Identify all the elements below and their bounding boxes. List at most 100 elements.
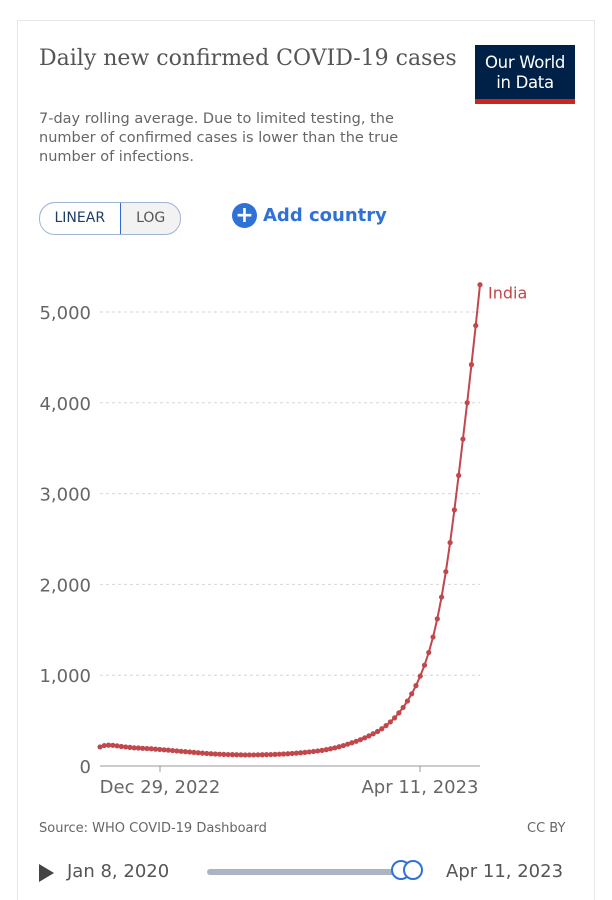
owid-logo[interactable]: Our World in Data bbox=[475, 45, 575, 104]
data-point bbox=[379, 726, 385, 732]
data-point bbox=[370, 731, 376, 737]
data-point bbox=[174, 748, 180, 754]
chart-title: Daily new confirmed COVID-19 cases bbox=[39, 46, 457, 71]
data-point bbox=[272, 751, 278, 757]
data-point bbox=[144, 745, 150, 752]
data-point bbox=[310, 748, 317, 755]
data-point bbox=[221, 751, 227, 757]
plus-icon: + bbox=[232, 203, 257, 228]
data-point bbox=[276, 751, 282, 757]
play-icon[interactable] bbox=[39, 864, 54, 882]
data-point bbox=[280, 751, 287, 757]
timeline-end-date: Apr 11, 2023 bbox=[446, 861, 564, 882]
data-point bbox=[383, 722, 389, 729]
data-point bbox=[353, 738, 359, 744]
data-point bbox=[473, 322, 479, 329]
data-point bbox=[464, 400, 470, 406]
data-point bbox=[182, 749, 188, 755]
data-point bbox=[97, 744, 103, 750]
chart-card bbox=[17, 20, 595, 900]
add-country-label: Add country bbox=[263, 205, 387, 226]
data-point bbox=[234, 752, 240, 758]
logo-line-2: in Data bbox=[496, 73, 554, 92]
add-country-button[interactable]: + Add country bbox=[232, 203, 387, 228]
data-point bbox=[118, 743, 124, 750]
data-point bbox=[289, 750, 295, 757]
data-point bbox=[396, 710, 402, 716]
data-point bbox=[413, 683, 419, 689]
y-tick-label: 1,000 bbox=[39, 666, 91, 687]
scale-linear-button[interactable]: LINEAR bbox=[40, 203, 122, 234]
timeline-track[interactable] bbox=[207, 869, 411, 875]
data-point bbox=[319, 747, 325, 753]
scale-toggle[interactable]: LINEAR LOG bbox=[39, 202, 182, 235]
data-point bbox=[357, 737, 364, 743]
data-point bbox=[302, 749, 308, 755]
data-point bbox=[114, 743, 120, 749]
data-point bbox=[216, 751, 223, 757]
chart-subtitle: 7-day rolling average. Due to limited te… bbox=[39, 111, 399, 165]
data-point bbox=[255, 752, 261, 758]
data-point bbox=[195, 750, 201, 756]
data-point bbox=[148, 746, 154, 752]
data-point bbox=[417, 673, 423, 679]
data-point bbox=[191, 749, 197, 755]
x-tick-label: Apr 11, 2023 bbox=[361, 777, 478, 798]
data-point bbox=[204, 750, 210, 757]
data-point bbox=[426, 649, 432, 656]
data-point bbox=[468, 362, 475, 368]
timeline: Jan 8, 2020 Apr 11, 2023 bbox=[0, 850, 612, 895]
data-point bbox=[169, 747, 176, 754]
data-point bbox=[451, 507, 457, 513]
timeline-end-handle[interactable] bbox=[403, 860, 423, 880]
data-point bbox=[268, 751, 274, 758]
series-line-india bbox=[99, 284, 481, 756]
y-tick-label: 0 bbox=[80, 757, 91, 778]
data-point bbox=[140, 745, 146, 751]
logo-line-1: Our World bbox=[484, 53, 566, 72]
license-link[interactable]: CC BY bbox=[527, 821, 566, 836]
data-point bbox=[199, 750, 206, 756]
data-point bbox=[477, 282, 483, 288]
data-point bbox=[392, 715, 398, 721]
data-point bbox=[460, 436, 466, 442]
data-point bbox=[161, 747, 167, 753]
data-point bbox=[178, 748, 184, 754]
data-point bbox=[323, 747, 329, 753]
data-point bbox=[123, 744, 129, 750]
data-point bbox=[127, 744, 133, 750]
data-point bbox=[259, 752, 265, 758]
data-point bbox=[225, 751, 231, 758]
data-point bbox=[165, 747, 171, 753]
data-point bbox=[315, 748, 321, 754]
data-point bbox=[443, 569, 449, 575]
data-point bbox=[430, 634, 436, 640]
data-point bbox=[456, 472, 462, 479]
data-point bbox=[208, 751, 214, 757]
data-point bbox=[152, 746, 159, 752]
y-tick-label: 5,000 bbox=[39, 303, 91, 324]
data-point bbox=[366, 733, 372, 739]
data-point bbox=[229, 752, 235, 758]
data-point bbox=[187, 749, 193, 755]
data-point bbox=[336, 744, 342, 750]
data-point bbox=[400, 704, 406, 711]
data-point bbox=[293, 750, 300, 756]
x-tick-label: Dec 29, 2022 bbox=[100, 777, 221, 798]
data-point bbox=[285, 751, 291, 757]
data-point bbox=[101, 742, 107, 749]
scale-log-button[interactable]: LOG bbox=[136, 210, 166, 226]
y-tick-label: 3,000 bbox=[39, 485, 91, 506]
data-point bbox=[242, 752, 248, 758]
data-point bbox=[434, 616, 440, 622]
data-point bbox=[131, 745, 137, 751]
data-point bbox=[332, 745, 338, 751]
data-point bbox=[349, 740, 355, 746]
source-note[interactable]: Source: WHO COVID-19 Dashboard bbox=[39, 821, 267, 836]
data-point bbox=[409, 691, 415, 697]
data-point bbox=[404, 698, 411, 704]
data-point bbox=[327, 746, 334, 752]
logo-accent-bar bbox=[475, 99, 575, 104]
data-point bbox=[374, 728, 381, 735]
